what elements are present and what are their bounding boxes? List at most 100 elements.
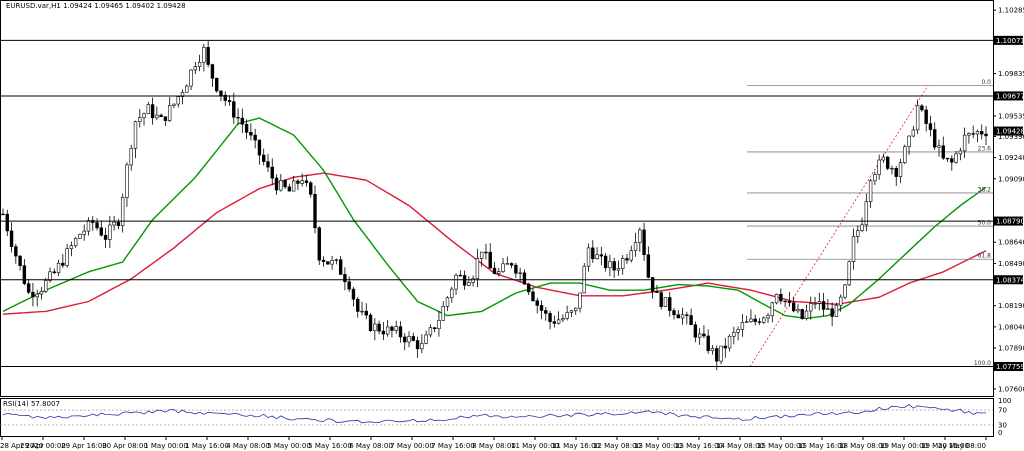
candle-body-bear [18, 255, 22, 266]
candle [313, 185, 317, 234]
price-level-label: 1.07759 [996, 363, 1024, 371]
candle-body-bear [313, 194, 317, 229]
candle [873, 171, 877, 186]
candle [262, 148, 266, 166]
candle-body-bear [411, 336, 415, 341]
candle-body-bull [176, 96, 180, 105]
candle-body-bull [621, 258, 625, 269]
candle-body-bull [868, 180, 873, 203]
candle [685, 311, 689, 325]
current-price-tag [994, 126, 1023, 136]
price-level[interactable]: 1.10071 [0, 35, 1024, 45]
candle-body-bear [672, 310, 676, 316]
candle [343, 267, 347, 291]
candle-body-bear [116, 221, 121, 227]
candle [454, 273, 458, 295]
fibonacci-retracement[interactable]: 0.0 23.6 38.2 50.0 61.8 100.0 [747, 79, 993, 367]
candle [860, 217, 864, 233]
candle [291, 175, 296, 192]
candle [505, 256, 510, 265]
candle [240, 108, 245, 134]
candle-body-bear [702, 333, 706, 337]
candle-body-bear [830, 308, 834, 317]
price-level[interactable]: 1.08374 [0, 275, 1024, 285]
candle [659, 290, 663, 310]
candle [142, 112, 146, 126]
candle [757, 318, 762, 325]
candle-body-bear [920, 105, 924, 111]
rsi-panel-frame [0, 398, 994, 437]
candle [915, 99, 920, 135]
candle-body-bull [804, 310, 809, 319]
candle-body-bear [753, 318, 757, 322]
candle [569, 309, 574, 317]
horizontal-levels[interactable]: 1.10071 1.09677 1.08790 1.08374 1.07759 1.094… [0, 35, 1024, 372]
candle [270, 158, 274, 186]
candle [877, 154, 881, 180]
price-level[interactable]: 1.08790 [0, 216, 1024, 226]
candle-body-bull [762, 317, 766, 323]
candle-body-bull [616, 268, 621, 271]
candle-body-bull [330, 260, 334, 265]
candle-body-bull [125, 164, 129, 198]
price-tick-label: 1.08040 [998, 323, 1024, 331]
candle-body-bull [437, 320, 441, 330]
candle [390, 325, 394, 338]
candle [125, 162, 129, 207]
candle [903, 144, 907, 165]
candle [612, 257, 616, 278]
current-price-label: 1.09428 [996, 128, 1024, 136]
candle-body-bull [633, 242, 638, 252]
candle-body-bull [86, 220, 91, 232]
candle [514, 262, 518, 279]
candle-body-bear [984, 133, 988, 137]
price-level[interactable]: 1.09677 [0, 91, 1024, 101]
candle [330, 255, 334, 270]
candle-body-bull [467, 282, 471, 286]
candle [710, 345, 715, 355]
candle-body-bear [415, 340, 420, 350]
price-level[interactable]: 1.07759 [0, 362, 1024, 372]
candle [838, 294, 843, 312]
candle [890, 165, 894, 175]
candle [61, 254, 65, 268]
rsi-line [2, 403, 987, 424]
candle-body-bull [958, 150, 963, 155]
candle [210, 63, 215, 87]
candle [35, 289, 39, 307]
price-level-label: 1.10071 [996, 37, 1024, 45]
candle [672, 308, 676, 320]
candle [227, 95, 232, 106]
candle [937, 139, 941, 157]
time-tick-label: 4 May 08:00 [226, 442, 270, 450]
candle-body-bull [774, 293, 779, 304]
candle-body-bear [150, 104, 155, 119]
candle-body-bull [450, 288, 454, 299]
candle [279, 174, 283, 192]
price-level-tag [994, 216, 1023, 226]
candle-body-bull [595, 254, 599, 260]
candle-body-bull [120, 197, 125, 227]
candle-body-bull [629, 250, 633, 261]
fib-level-label: 38.2 [978, 186, 992, 193]
candle [133, 120, 138, 159]
candle [791, 296, 796, 313]
candle-body-bear [377, 323, 381, 332]
candle-body-bear [14, 246, 18, 257]
candle [14, 243, 18, 264]
candle [920, 104, 924, 112]
candle [364, 303, 368, 320]
candle-body-bear [668, 297, 672, 311]
candle [441, 301, 445, 321]
time-tick-label: 18 May 08:00 [839, 442, 887, 450]
candle [428, 324, 433, 338]
candle [146, 101, 151, 115]
candle-body-bear [103, 234, 108, 240]
time-tick-label: 11 May 16:00 [552, 442, 600, 450]
candle-body-bull [138, 117, 142, 122]
candle [253, 128, 257, 149]
candle [582, 263, 586, 294]
candle [655, 284, 659, 293]
fib-level-label: 0.0 [981, 79, 991, 86]
